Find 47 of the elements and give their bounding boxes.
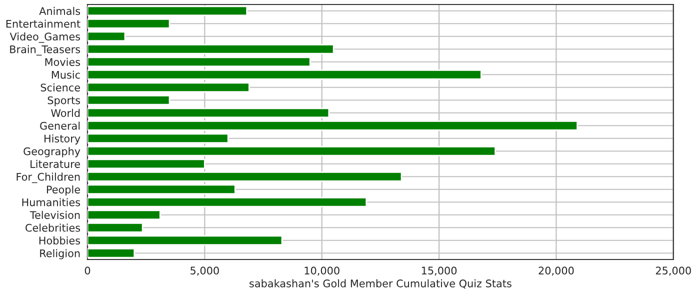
y-tick-label: Video_Games — [10, 32, 80, 43]
y-tick-label: General — [40, 122, 80, 130]
y-tick-label: Hobbies — [39, 236, 80, 244]
y-tick-label: Sports — [48, 96, 80, 106]
y-tick-label: Animals — [39, 6, 80, 15]
y-tick-label: History — [44, 134, 80, 144]
y-tick-label: Literature — [30, 160, 80, 168]
bar — [88, 82, 250, 93]
bar — [88, 196, 368, 208]
bar — [88, 108, 330, 118]
y-tick-label: Movies — [45, 58, 80, 66]
bar — [88, 146, 496, 156]
y-tick-label: Music — [52, 70, 80, 79]
y-tick-label: People — [46, 185, 80, 196]
bar — [88, 69, 482, 80]
bar — [88, 184, 236, 195]
bar — [88, 171, 402, 182]
bar — [88, 44, 334, 54]
bar — [88, 248, 136, 258]
y-tick-label: Science — [40, 83, 80, 92]
y-tick-label: Religion — [40, 249, 80, 260]
bar — [88, 94, 170, 106]
bar — [88, 31, 126, 42]
bar — [88, 222, 144, 233]
bar — [88, 158, 206, 170]
y-tick-label: Humanities — [22, 198, 80, 206]
x-tick-label: 15,000 — [422, 266, 457, 276]
y-tick-label: Television — [30, 210, 80, 219]
bar — [88, 120, 578, 131]
bar — [88, 56, 311, 68]
x-axis-title: sabakashan's Gold Member Cumulative Quiz Stats — [250, 279, 512, 289]
x-tick-label: 10,000 — [304, 266, 340, 276]
y-tick-label: Celebrities — [26, 224, 80, 232]
y-tick-label: Geography — [24, 147, 80, 158]
bar — [88, 133, 229, 144]
x-tick-label: 25,000 — [656, 266, 691, 276]
x-tick-label: 0 — [84, 266, 90, 275]
bar — [88, 6, 248, 16]
y-tick-label: For_Children — [16, 172, 80, 184]
x-tick-label: 20,000 — [538, 266, 574, 276]
y-tick-label: Entertainment — [6, 20, 80, 28]
x-tick-label: 5,000 — [190, 266, 219, 276]
bar — [88, 210, 161, 220]
bar — [88, 18, 170, 29]
y-tick-label: Brain_Teasers — [10, 45, 80, 56]
y-tick-label: World — [51, 108, 80, 117]
bar — [88, 235, 283, 246]
